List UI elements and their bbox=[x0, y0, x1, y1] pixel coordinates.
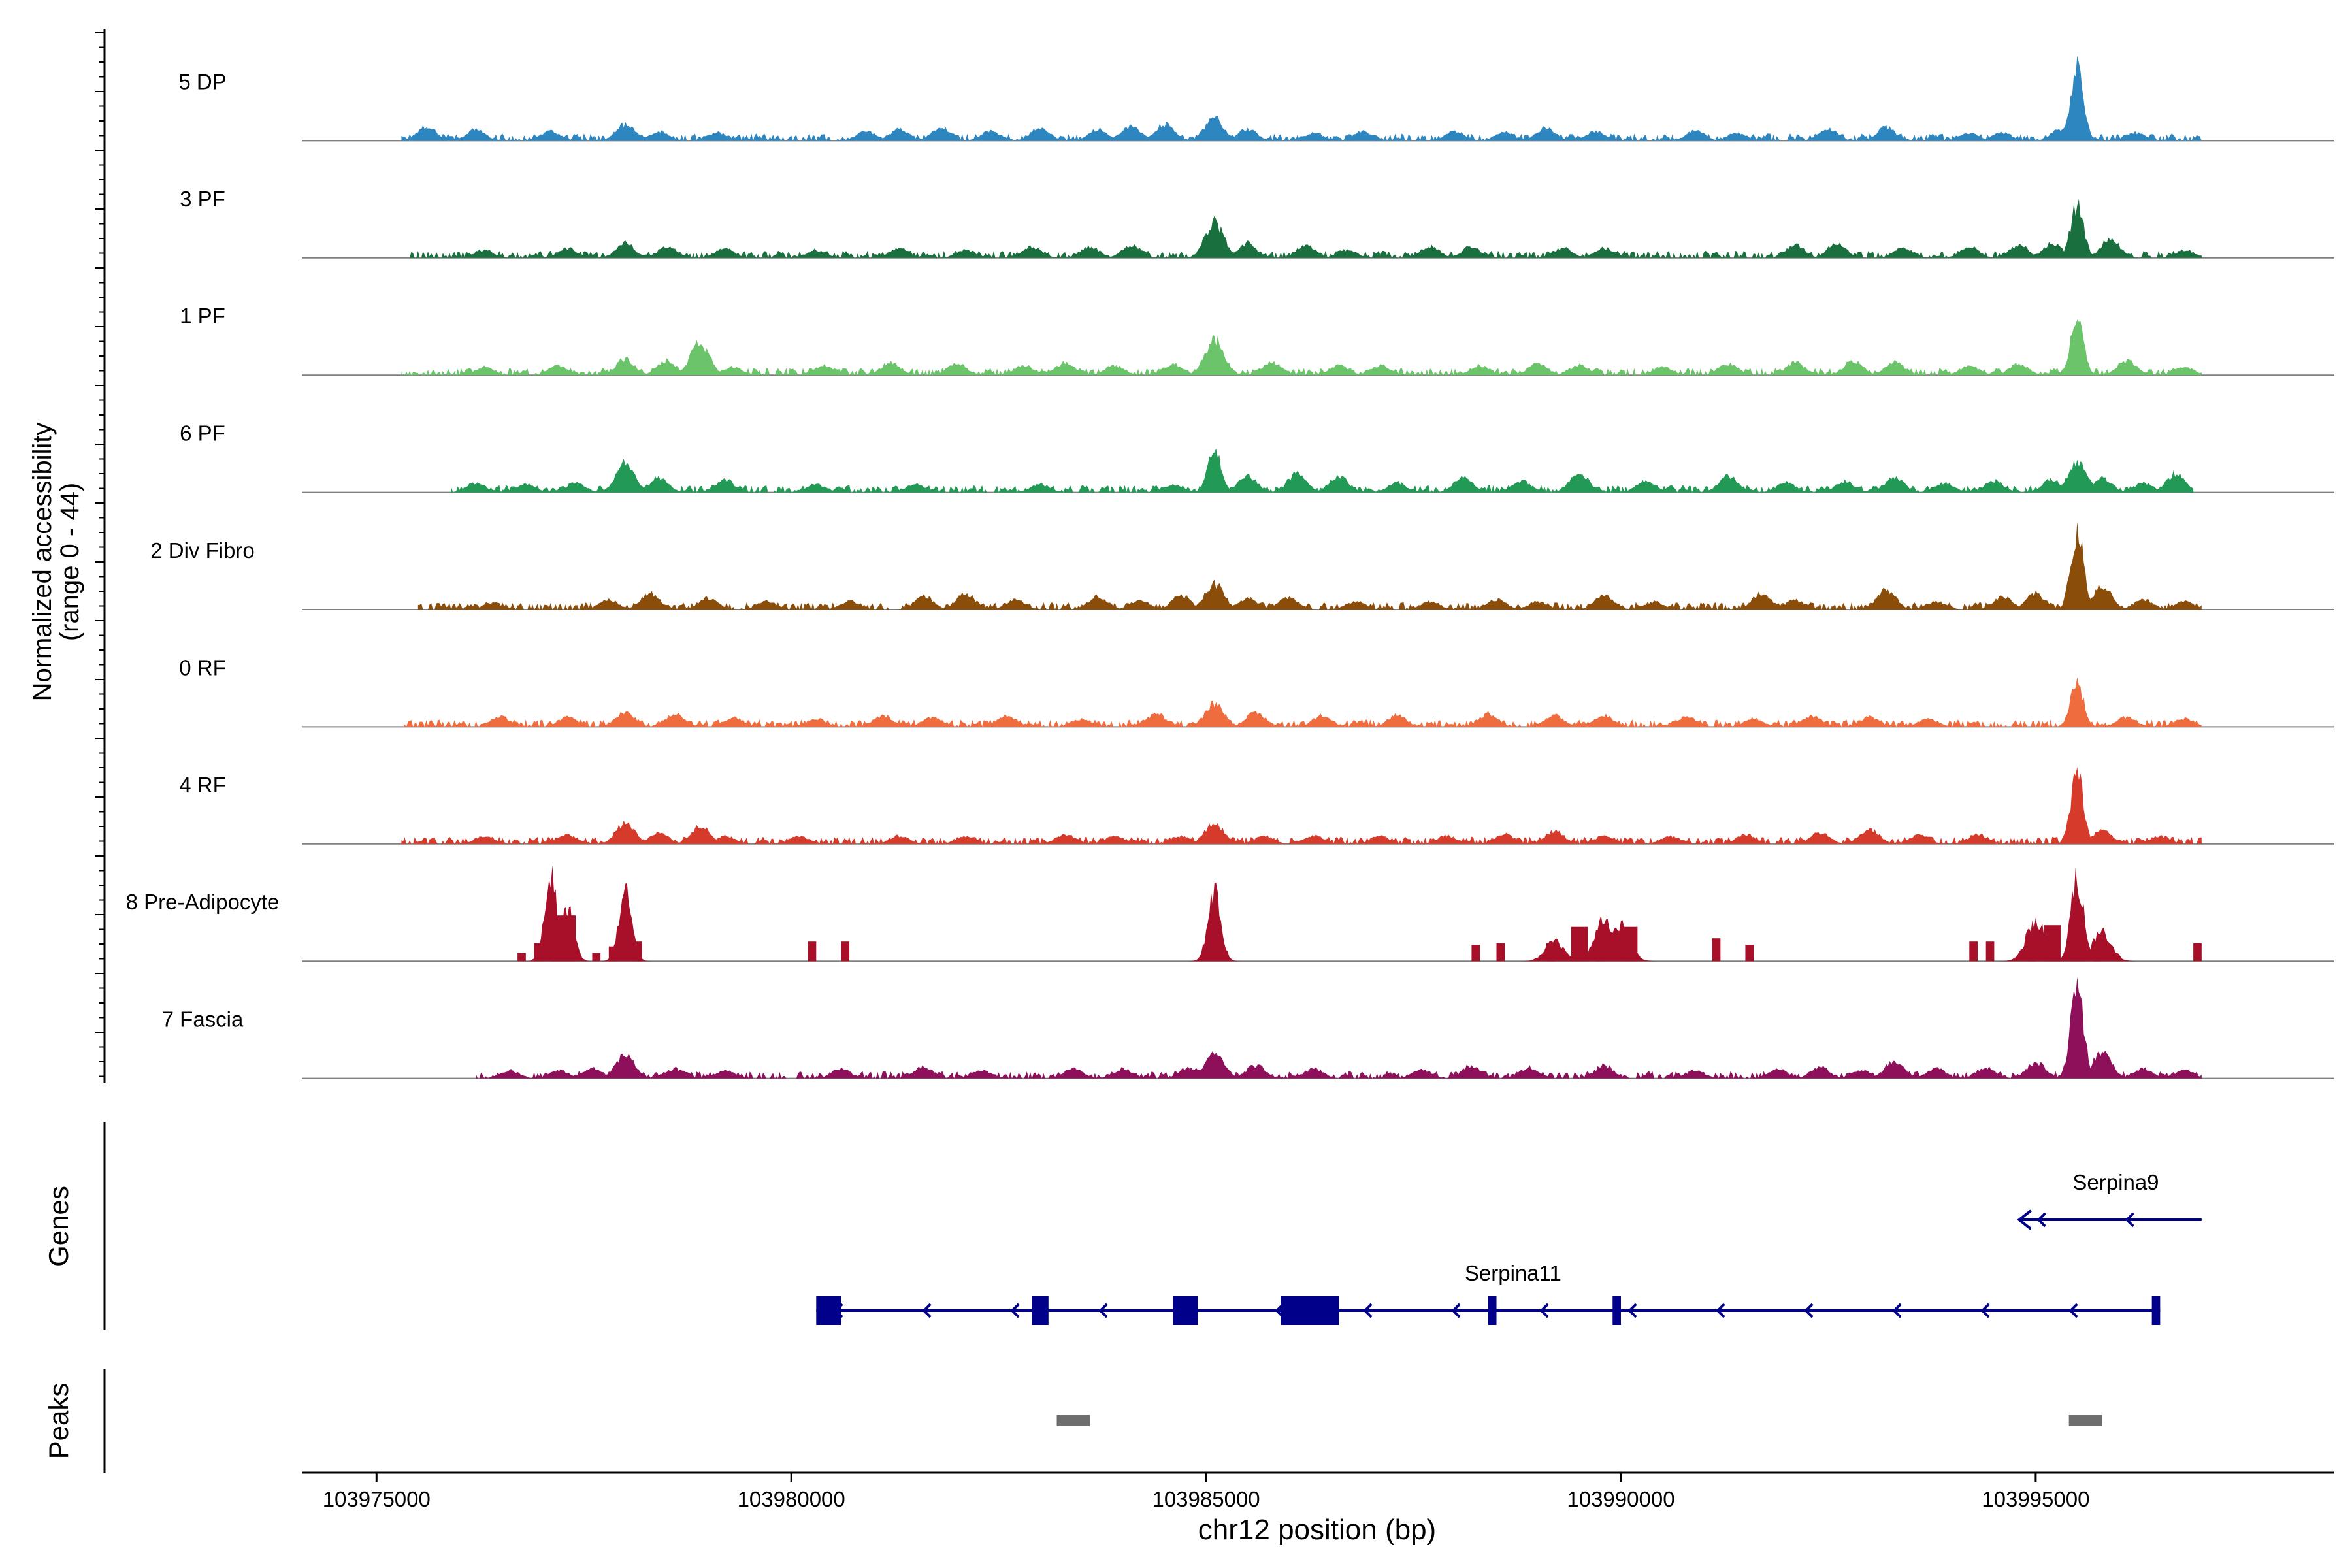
gene-serpina9: Serpina9 bbox=[2017, 1170, 2202, 1230]
track-label: 1 PF bbox=[180, 304, 225, 328]
coverage-block bbox=[1745, 945, 1754, 962]
track-label: 4 RF bbox=[179, 773, 226, 797]
track-label: 6 PF bbox=[180, 421, 225, 446]
coverage-area bbox=[401, 677, 2202, 727]
coverage-block bbox=[517, 953, 526, 962]
coverage-block bbox=[1712, 938, 1721, 962]
track-label: 2 Div Fibro bbox=[150, 538, 255, 563]
strand-arrow bbox=[1716, 1303, 1725, 1318]
strand-arrow bbox=[1363, 1303, 1373, 1318]
coverage-area bbox=[476, 977, 2202, 1079]
track-4: 6 PF bbox=[180, 421, 2334, 493]
coverage-block bbox=[808, 941, 817, 962]
genes-panel-label: Genes bbox=[43, 1186, 74, 1267]
coverage-area bbox=[401, 767, 2202, 844]
coverage-area bbox=[401, 56, 2202, 141]
track-7: 4 RF bbox=[179, 767, 2334, 845]
track-label: 7 Fascia bbox=[162, 1007, 244, 1032]
track-6: 0 RF bbox=[179, 655, 2334, 728]
track-8: 8 Pre-Adipocyte bbox=[126, 865, 2334, 962]
coverage-block bbox=[1471, 945, 1480, 962]
y-axis-range-label: (range 0 - 44) bbox=[56, 483, 84, 641]
exon bbox=[816, 1296, 841, 1325]
coverage-area bbox=[401, 199, 2202, 258]
strand-arrow bbox=[1451, 1303, 1461, 1318]
coverage-area bbox=[401, 319, 2202, 376]
strand-arrow bbox=[2036, 1212, 2046, 1228]
gene-label: Serpina11 bbox=[1465, 1261, 1561, 1285]
y-axis-label: Normalized accessibility bbox=[28, 423, 57, 702]
strand-arrow bbox=[2068, 1303, 2078, 1318]
coverage-block bbox=[1571, 926, 1588, 962]
peaks-panel-label: Peaks bbox=[43, 1383, 74, 1460]
strand-arrow bbox=[1892, 1303, 1902, 1318]
peak-region bbox=[1056, 1415, 1090, 1426]
track-label: 0 RF bbox=[179, 655, 226, 679]
coverage-area bbox=[509, 865, 2202, 962]
strand-arrow bbox=[1539, 1303, 1549, 1318]
coverage-block bbox=[841, 941, 850, 962]
coverage-block bbox=[592, 953, 601, 962]
x-axis-tick-label: 103985000 bbox=[1152, 1487, 1260, 1511]
strand-arrow bbox=[1804, 1303, 1814, 1318]
exon bbox=[1612, 1296, 1621, 1325]
exon bbox=[1488, 1296, 1497, 1325]
track-1: 5 DP bbox=[178, 56, 2334, 142]
exon bbox=[1173, 1296, 1198, 1325]
exon bbox=[2151, 1296, 2161, 1325]
track-label: 5 DP bbox=[178, 69, 226, 93]
coverage-block bbox=[1496, 943, 1505, 962]
x-axis-ticks: 103975000 103980000 103985000 103990000 1039… bbox=[323, 1473, 2089, 1511]
coverage-block bbox=[1985, 941, 1995, 962]
track-5: 2 Div Fibro bbox=[150, 521, 2334, 610]
exon bbox=[1032, 1296, 1049, 1325]
coverage-y-axis-ticks bbox=[95, 32, 105, 1077]
x-axis-label: chr12 position (bp) bbox=[1198, 1514, 1436, 1546]
strand-arrow-end bbox=[2017, 1209, 2032, 1230]
gene-label: Serpina9 bbox=[2072, 1170, 2159, 1194]
track-3: 1 PF bbox=[180, 304, 2334, 376]
peak-regions bbox=[1056, 1415, 2102, 1426]
track-9: 7 Fascia bbox=[162, 977, 2334, 1079]
track-label: 8 Pre-Adipocyte bbox=[126, 890, 280, 914]
x-axis-tick-label: 103995000 bbox=[1982, 1487, 2089, 1511]
strand-arrow bbox=[1980, 1303, 1990, 1318]
gene-annotations: Serpina9 Serpina11 bbox=[816, 1170, 2202, 1325]
exon bbox=[1281, 1296, 1339, 1325]
x-axis-tick-label: 103980000 bbox=[738, 1487, 845, 1511]
coverage-area bbox=[451, 448, 2194, 493]
track-label: 3 PF bbox=[180, 187, 225, 211]
strand-arrow bbox=[2125, 1212, 2134, 1228]
coverage-block bbox=[1969, 941, 1978, 962]
coverage-tracks: 5 DP 3 PF 1 PF 6 PF 2 Div Fibro 0 RF 4 RF 8 Pre… bbox=[126, 56, 2334, 1079]
strand-arrow bbox=[922, 1303, 932, 1318]
coverage-area bbox=[417, 521, 2202, 610]
x-axis-tick-label: 103975000 bbox=[323, 1487, 431, 1511]
strand-arrow bbox=[1098, 1303, 1108, 1318]
gene-serpina11: Serpina11 bbox=[816, 1261, 2161, 1325]
strand-arrow bbox=[1010, 1303, 1020, 1318]
coverage-block bbox=[2193, 943, 2202, 962]
x-axis-tick-label: 103990000 bbox=[1567, 1487, 1674, 1511]
track-2: 3 PF bbox=[180, 187, 2334, 259]
strand-arrow bbox=[1627, 1303, 1637, 1318]
peak-region bbox=[2068, 1415, 2102, 1426]
